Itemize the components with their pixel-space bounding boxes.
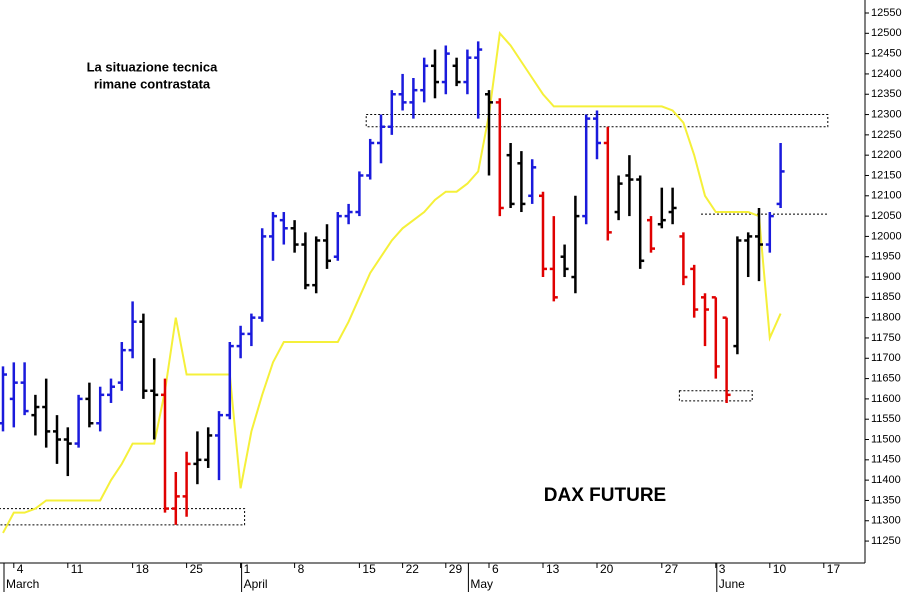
y-tick-label: 12450 (871, 48, 902, 60)
y-tick-label: 11350 (871, 494, 901, 506)
y-tick-label: 11650 (871, 372, 901, 384)
x-tick-label: 8 (298, 562, 305, 576)
y-tick-label: 11250 (871, 535, 901, 547)
y-tick-label: 12100 (871, 190, 902, 202)
x-tick-label: 3 (719, 562, 726, 576)
y-tick-label: 12000 (871, 230, 902, 242)
y-tick-label: 11900 (871, 271, 901, 283)
x-tick-label: 10 (773, 562, 787, 576)
x-tick-label: 25 (190, 562, 204, 576)
level-zone (0, 508, 246, 526)
x-tick-label: 22 (406, 562, 420, 576)
x-tick-label: 17 (827, 562, 841, 576)
x-tick-label: 18 (136, 562, 150, 576)
y-tick-label: 12550 (871, 7, 902, 19)
y-tick-label: 12300 (871, 108, 902, 120)
y-tick-label: 12500 (871, 27, 902, 39)
y-tick-label: 12400 (871, 68, 902, 80)
annotation: La situazione tecnica (87, 59, 219, 74)
y-tick-label: 11300 (871, 515, 901, 527)
trend-line (2, 31, 782, 534)
x-tick-label: 13 (546, 562, 560, 576)
y-tick-label: 11500 (871, 433, 901, 445)
y-tick-label: 11450 (871, 454, 901, 466)
y-tick-label: 12250 (871, 129, 902, 141)
y-tick-label: 11850 (871, 291, 901, 303)
x-tick-label: 15 (362, 562, 376, 576)
x-tick-label: 4 (17, 562, 24, 576)
x-tick-label: 29 (449, 562, 463, 576)
x-tick-label: 20 (600, 562, 614, 576)
y-tick-label: 11750 (871, 332, 901, 344)
x-tick-label: 27 (665, 562, 679, 576)
annotation: DAX FUTURE (544, 485, 666, 506)
x-tick-label: 1 (244, 562, 251, 576)
annotation: rimane contrastata (94, 76, 211, 91)
y-tick-label: 12350 (871, 88, 902, 100)
y-tick-label: 11550 (871, 413, 901, 425)
x-tick-label: 11 (71, 562, 84, 576)
y-tick-label: 11400 (871, 474, 901, 486)
y-tick-label: 11950 (871, 251, 901, 263)
month-label: May (470, 577, 493, 591)
y-tick-label: 12200 (871, 149, 902, 161)
y-tick-label: 11600 (871, 393, 901, 405)
month-label: June (719, 577, 745, 591)
y-tick-label: 12050 (871, 210, 902, 222)
month-label: April (244, 577, 268, 591)
level-zone (678, 390, 753, 402)
y-tick-label: 12150 (871, 169, 902, 181)
month-label: March (6, 577, 39, 591)
x-tick-label: 6 (492, 562, 499, 576)
y-tick-label: 11800 (871, 312, 901, 324)
y-tick-label: 11700 (871, 352, 901, 364)
